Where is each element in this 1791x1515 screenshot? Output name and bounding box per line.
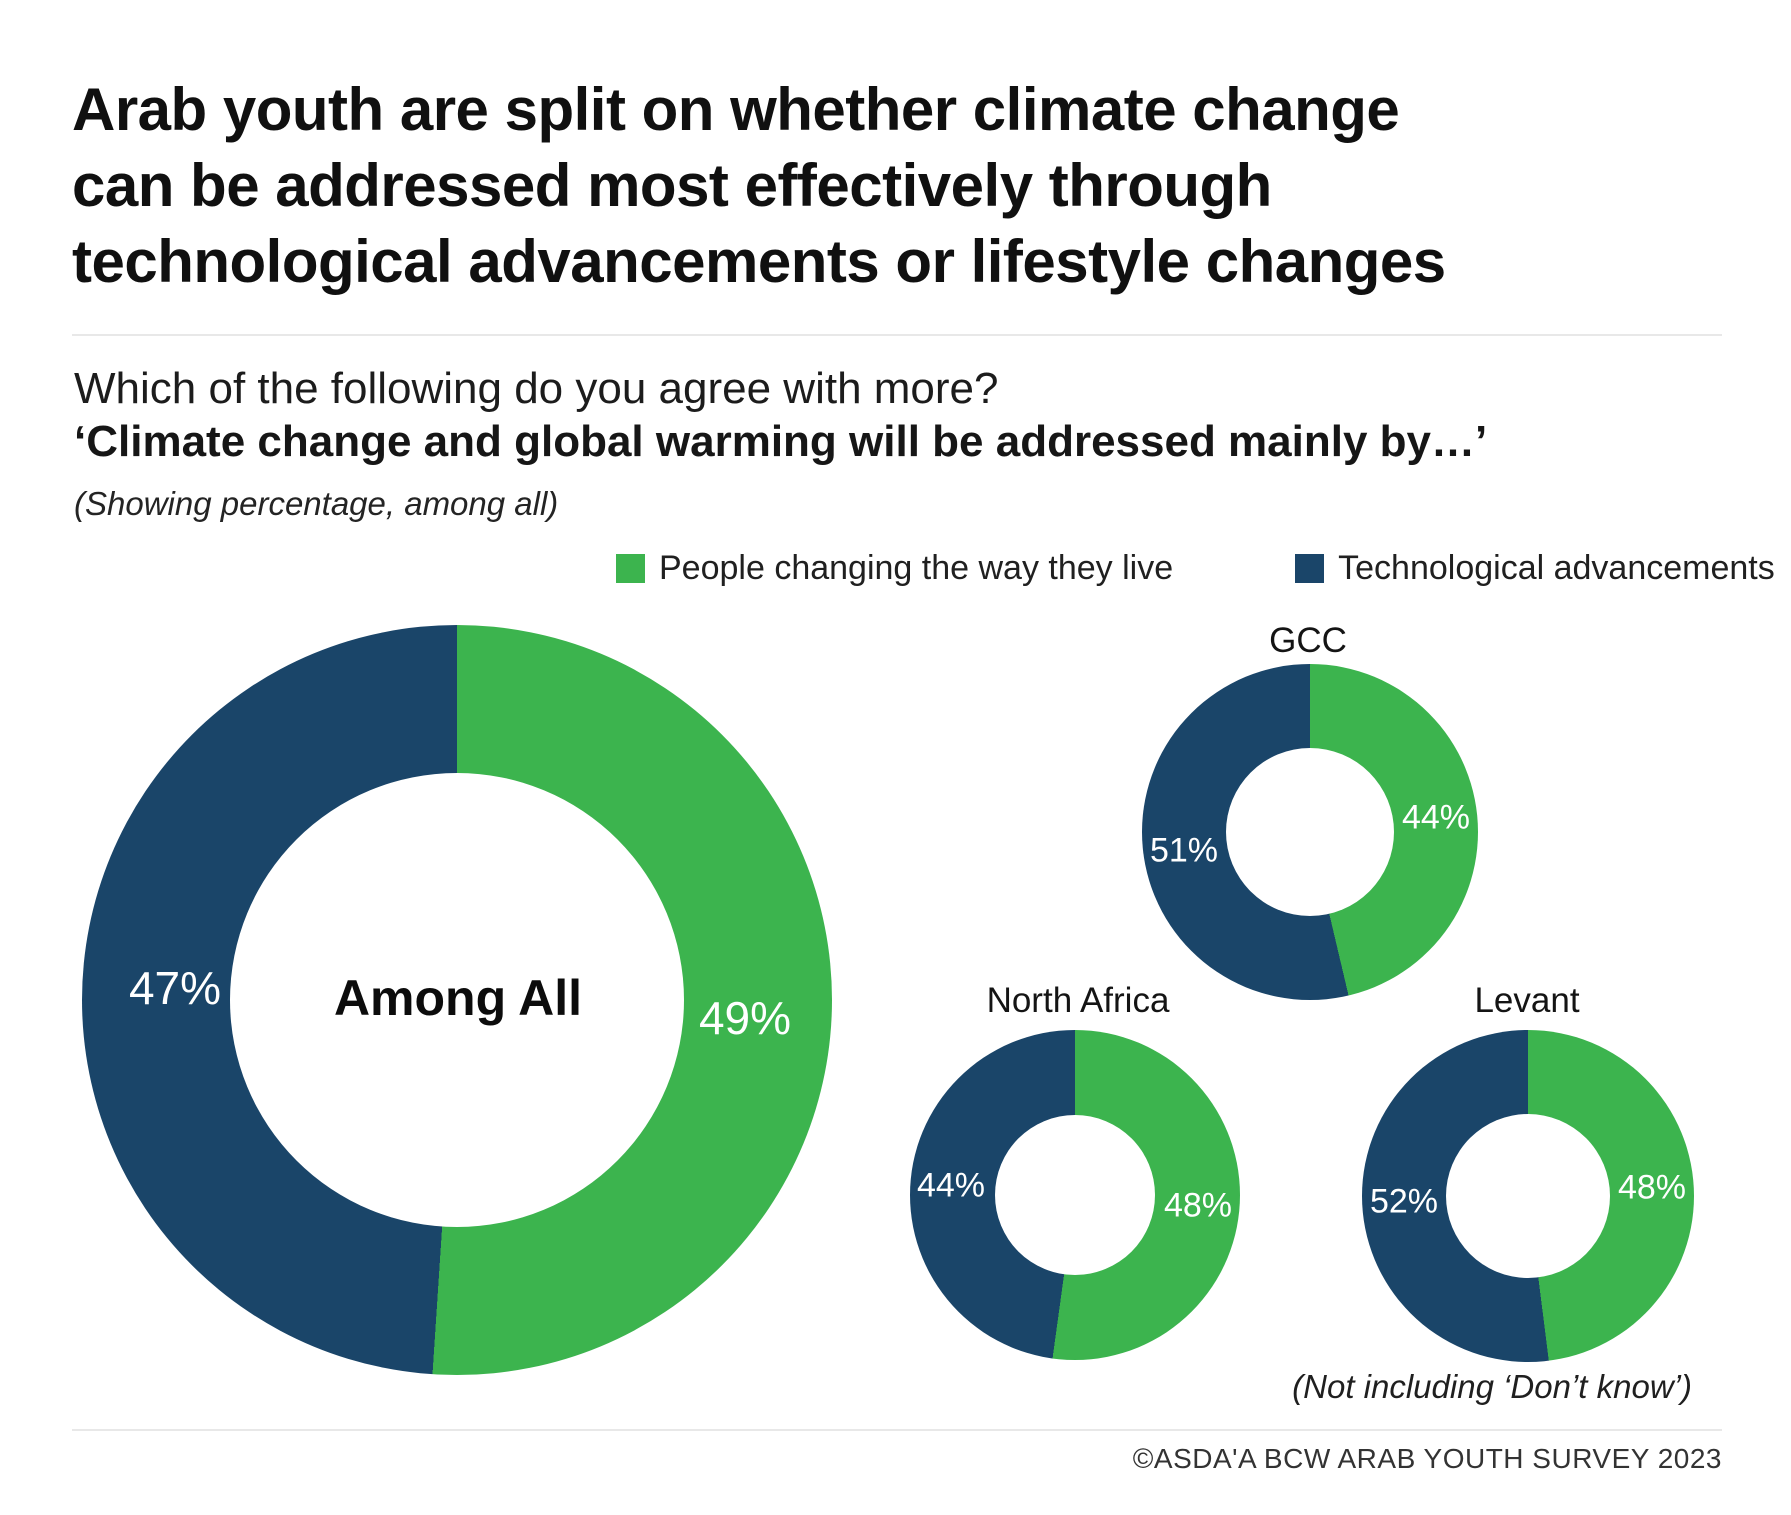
- survey-statement: ‘Climate change and global warming will …: [74, 417, 1488, 466]
- north-africa-technology-value: 44%: [916, 1166, 986, 1205]
- donut-chart-levant: [1362, 1030, 1694, 1362]
- source-credit: ©ASDA'A BCW ARAB YOUTH SURVEY 2023: [1132, 1443, 1722, 1474]
- donut-chart-north-africa: [910, 1030, 1240, 1360]
- legend-label-lifestyle: People changing the way they live: [659, 548, 1174, 587]
- gcc-technology-value: 51%: [1149, 831, 1219, 870]
- top-divider: [72, 334, 1722, 336]
- showing-note: (Showing percentage, among all): [74, 485, 559, 522]
- donut-hole: [1446, 1114, 1610, 1278]
- donut-chart-gcc: [1142, 664, 1478, 1000]
- chart-legend: People changing the way they live Techno…: [616, 549, 1775, 588]
- donut-chart-among-all: [82, 625, 832, 1375]
- gcc-lifestyle-value: 44%: [1401, 798, 1471, 837]
- north-africa-title: North Africa: [986, 981, 1170, 1020]
- legend-item-technology: Technological advancements: [1295, 549, 1775, 588]
- levant-lifestyle-value: 48%: [1617, 1168, 1687, 1207]
- donut-hole: [1226, 748, 1394, 916]
- among-all-lifestyle-value: 49%: [698, 992, 792, 1044]
- among-all-center-label: Among All: [333, 970, 583, 1026]
- lifestyle-swatch-icon: [616, 553, 645, 583]
- levant-title: Levant: [1474, 981, 1580, 1020]
- among-all-technology-value: 47%: [128, 962, 222, 1014]
- levant-technology-value: 52%: [1369, 1182, 1439, 1221]
- dont-know-footnote: (Not including ‘Don’t know’): [1292, 1368, 1692, 1405]
- north-africa-lifestyle-value: 48%: [1163, 1186, 1233, 1225]
- technology-swatch-icon: [1295, 553, 1325, 583]
- page-title: Arab youth are split on whether climate …: [72, 76, 1446, 295]
- gcc-title: GCC: [1269, 621, 1347, 660]
- donut-hole: [230, 773, 684, 1227]
- legend-item-lifestyle: People changing the way they live: [616, 549, 1173, 588]
- bottom-divider: [72, 1429, 1722, 1431]
- donut-hole: [995, 1115, 1155, 1275]
- survey-question: Which of the following do you agree with…: [74, 364, 999, 413]
- legend-label-technology: Technological advancements: [1338, 548, 1775, 587]
